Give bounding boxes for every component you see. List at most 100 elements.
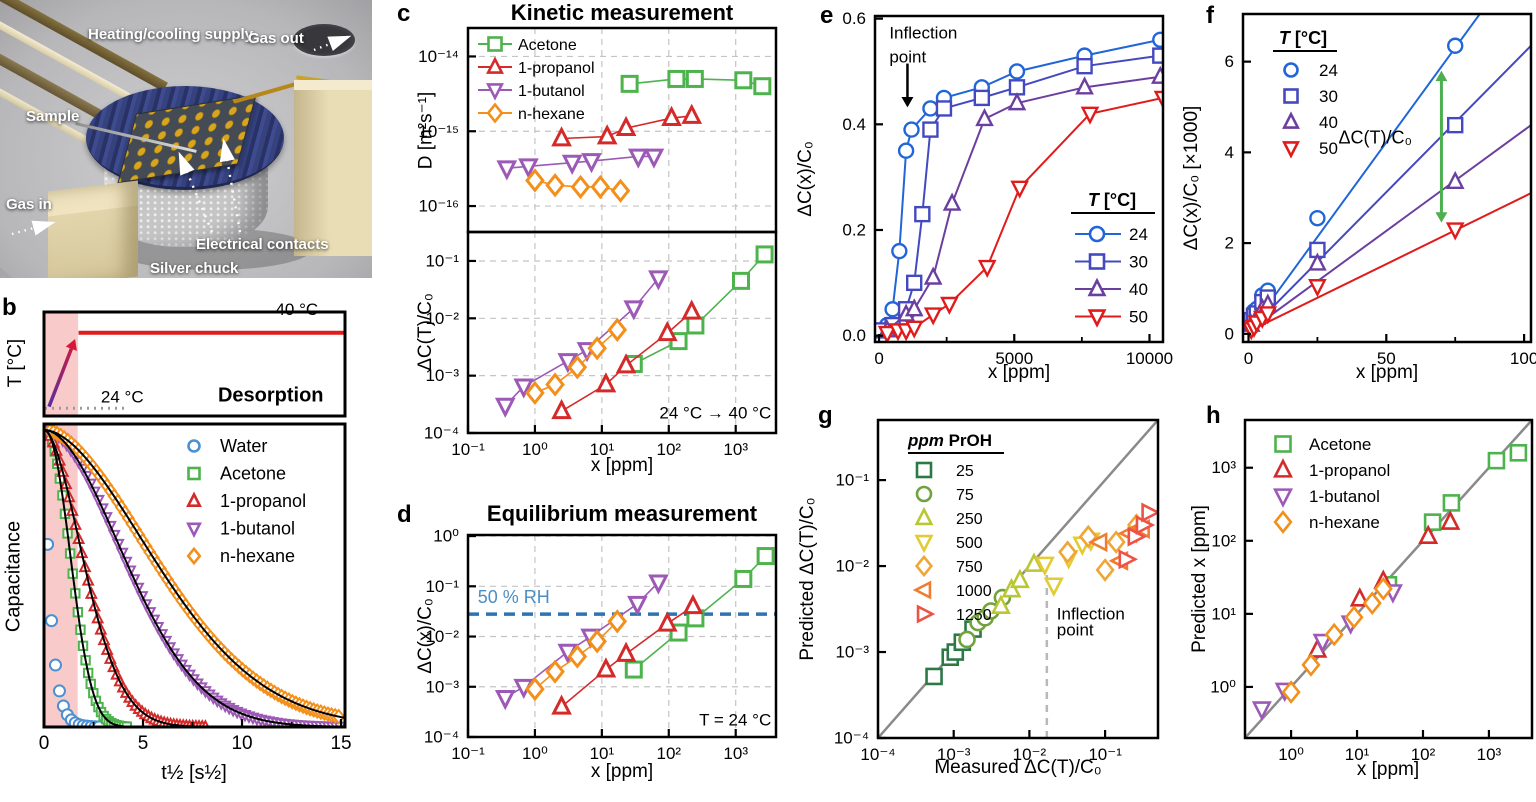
e-ylabel: ΔC(x)/C₀ [795, 141, 816, 217]
label-electrical-contacts: Electrical contacts [196, 236, 329, 253]
e-xlabel: x [ppm] [987, 362, 1051, 383]
c-top-ylabel: D [m²s⁻¹] [415, 91, 437, 170]
svg-text:10⁻³: 10⁻³ [425, 677, 459, 696]
svg-text:0.0: 0.0 [842, 326, 866, 345]
svg-text:10⁰: 10⁰ [1210, 677, 1236, 696]
b-xlabel: t½ [s½] [161, 762, 227, 784]
svg-text:30: 30 [1129, 253, 1148, 272]
panel-letter-h: h [1206, 402, 1221, 429]
gas-out-block [294, 80, 372, 256]
svg-text:Desorption: Desorption [218, 384, 324, 406]
svg-text:10⁰: 10⁰ [522, 440, 548, 459]
svg-text:ppm PrOH: ppm PrOH [907, 431, 992, 450]
svg-text:40 °C: 40 °C [275, 300, 318, 319]
svg-text:0: 0 [874, 349, 883, 368]
svg-text:0: 0 [1225, 324, 1234, 343]
svg-text:10⁰: 10⁰ [1278, 745, 1304, 764]
svg-text:50: 50 [1377, 349, 1396, 368]
svg-text:1-butanol: 1-butanol [1309, 487, 1380, 506]
svg-text:24 °C → 40 °C: 24 °C → 40 °C [659, 403, 771, 422]
svg-text:1-butanol: 1-butanol [518, 83, 585, 100]
panel-letter-d: d [397, 501, 412, 528]
panel-g-parity-chart: 10⁻⁴ 10⁻³ 10⁻² 10⁻¹ 10⁻¹ 10⁻² 10⁻³ 10⁻⁴ ppm PrOH… [834, 418, 1160, 764]
c-title: Kinetic measurement [510, 0, 734, 25]
svg-text:10⁰: 10⁰ [522, 744, 548, 763]
svg-text:10⁻¹: 10⁻¹ [425, 251, 459, 270]
d-title: Equilibrium measurement [486, 501, 758, 526]
svg-text:750: 750 [956, 559, 983, 576]
svg-text:15: 15 [330, 733, 351, 754]
svg-text:10²: 10² [656, 440, 681, 459]
svg-text:1-propanol: 1-propanol [220, 491, 306, 511]
svg-text:6: 6 [1225, 52, 1234, 71]
svg-text:Inflection: Inflection [889, 24, 957, 43]
svg-text:10⁻³: 10⁻³ [835, 643, 869, 662]
svg-text:10³: 10³ [1477, 745, 1502, 764]
svg-text:50: 50 [1319, 139, 1338, 158]
svg-text:10⁻⁴: 10⁻⁴ [860, 745, 895, 764]
label-silver-chuck: Silver chuck [150, 260, 239, 277]
svg-text:10⁻¹: 10⁻¹ [451, 744, 485, 763]
panel-letter-b: b [2, 294, 17, 321]
svg-text:10¹: 10¹ [1211, 604, 1236, 623]
svg-text:10²: 10² [1411, 745, 1436, 764]
svg-text:10⁻¹⁵: 10⁻¹⁵ [418, 122, 459, 141]
panel-letter-g: g [818, 402, 833, 429]
svg-text:0.2: 0.2 [842, 220, 866, 239]
svg-text:5000: 5000 [995, 349, 1033, 368]
svg-text:10⁻¹: 10⁻¹ [1088, 745, 1122, 764]
svg-text:Acetone: Acetone [220, 464, 286, 484]
svg-text:Inflection: Inflection [1057, 604, 1125, 623]
svg-text:10¹: 10¹ [590, 440, 615, 459]
svg-text:1-butanol: 1-butanol [220, 519, 295, 539]
label-sample: Sample [26, 108, 80, 125]
svg-text:T = 24 °C: T = 24 °C [699, 710, 771, 729]
svg-text:24 °C: 24 °C [101, 387, 144, 406]
svg-text:5: 5 [138, 733, 149, 754]
svg-text:10⁻¹: 10⁻¹ [835, 471, 869, 490]
svg-text:n-hexane: n-hexane [1309, 513, 1380, 532]
d-ylabel: ΔC(x)/C₀ [415, 598, 436, 674]
svg-text:n-hexane: n-hexane [518, 106, 585, 123]
svg-text:10⁻²: 10⁻² [835, 557, 869, 576]
svg-text:10⁻¹: 10⁻¹ [425, 577, 459, 596]
panel-a-annotation-arrows [11, 35, 352, 236]
c-bottom-ylabel: ΔC(T)/C₀ [415, 293, 436, 371]
svg-text:10⁻²: 10⁻² [1013, 745, 1047, 764]
svg-text:1-propanol: 1-propanol [518, 60, 595, 77]
h-ylabel: Predicted x [ppm] [1189, 505, 1210, 653]
svg-text:50 % RH: 50 % RH [478, 587, 550, 607]
svg-text:10¹: 10¹ [590, 744, 615, 763]
svg-text:10: 10 [231, 733, 252, 754]
panel-h-parity-chart: 10⁰ 10¹ 10² 10³ 10³ 10² 10¹ 10⁰ Acetone 1-propano… [1210, 418, 1534, 764]
svg-text:T [°C]: T [°C] [1088, 190, 1136, 210]
panel-a-photo: Heating/cooling supply Gas out Sample Ga… [0, 0, 372, 278]
panel-letter-e: e [820, 2, 834, 29]
svg-text:Acetone: Acetone [518, 37, 577, 54]
svg-text:10⁻⁴: 10⁻⁴ [424, 424, 459, 443]
d-xlabel: x [ppm] [590, 761, 654, 782]
label-gas-in: Gas in [6, 196, 52, 213]
svg-text:10⁰: 10⁰ [433, 527, 459, 546]
svg-text:10⁻⁴: 10⁻⁴ [424, 728, 459, 747]
panel-letter-f: f [1206, 2, 1214, 29]
svg-text:Acetone: Acetone [1309, 435, 1371, 454]
f-ylabel: ΔC(x)/C₀ [×1000] [1181, 105, 1202, 251]
svg-text:10⁻¹⁶: 10⁻¹⁶ [418, 197, 459, 216]
label-heating-cooling-supply: Heating/cooling supply [88, 26, 254, 43]
svg-text:40: 40 [1129, 280, 1148, 299]
panel-c-dct-chart: 10⁻¹ 10⁰ 10¹ 10² 10³ 10⁻¹ 10⁻² 10⁻³ 10⁻⁴ 24 °C → … [424, 230, 778, 459]
svg-text:point: point [1057, 621, 1094, 640]
svg-text:0: 0 [39, 733, 50, 754]
b-inset-ylabel: T [°C] [5, 338, 26, 388]
svg-text:40: 40 [1319, 113, 1338, 132]
svg-text:500: 500 [956, 535, 983, 552]
svg-text:10⁻³: 10⁻³ [425, 366, 459, 385]
svg-text:point: point [889, 47, 926, 66]
svg-text:10²: 10² [1211, 531, 1236, 550]
svg-text:100: 100 [1510, 349, 1536, 368]
panel-d-equilibrium-chart: 10⁻¹ 10⁰ 10¹ 10² 10³ 10⁰ 10⁻¹ 10⁻² 10⁻³ 10⁻⁴ 50 % … [424, 527, 778, 763]
svg-text:50: 50 [1129, 308, 1148, 327]
